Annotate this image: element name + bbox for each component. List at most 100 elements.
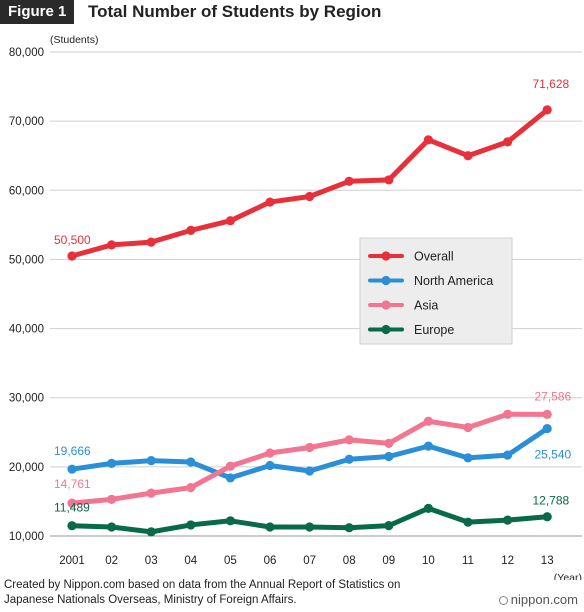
y-axis-label: (Students) [50, 34, 98, 46]
x-tick-label: 2001 [59, 555, 85, 567]
data-point [67, 251, 77, 261]
legend-swatch-dot [381, 324, 391, 335]
x-tick-label: 11 [462, 555, 474, 567]
data-point [463, 453, 473, 463]
x-tick-label: 13 [541, 555, 554, 567]
data-label: 19,666 [54, 444, 91, 458]
y-tick-label: 20,000 [9, 462, 44, 474]
data-label: 50,500 [54, 233, 91, 247]
y-tick-label: 30,000 [9, 393, 44, 405]
data-label: 12,788 [532, 494, 569, 508]
data-point [67, 498, 77, 508]
source-note: Created by Nippon.com based on data from… [4, 578, 400, 608]
data-point [344, 435, 354, 445]
data-point [305, 522, 315, 532]
brand-text: nippon.com [510, 592, 578, 607]
legend-swatch-dot [381, 251, 391, 261]
data-label: 11,489 [54, 501, 90, 515]
data-point [344, 523, 354, 533]
y-tick-label: 70,000 [9, 116, 44, 128]
data-point [384, 438, 394, 448]
data-point [344, 176, 354, 186]
data-point [344, 454, 354, 464]
x-tick-label: 07 [303, 555, 316, 567]
brand-logo: nippon.com [498, 592, 578, 607]
y-tick-label: 10,000 [9, 531, 44, 543]
y-tick-label: 80,000 [9, 47, 44, 59]
data-point [423, 416, 433, 426]
data-point [542, 105, 552, 115]
figure-header: Figure 1 Total Number of Students by Reg… [0, 0, 584, 26]
data-point [503, 450, 513, 460]
data-point [265, 522, 275, 532]
legend-label: Asia [414, 299, 438, 313]
data-point [463, 151, 473, 161]
data-point [107, 494, 117, 504]
data-point [225, 473, 235, 483]
x-tick-label: 09 [382, 555, 395, 567]
series-line [69, 107, 550, 259]
data-point [503, 409, 513, 419]
data-point [463, 517, 473, 527]
data-point [423, 135, 433, 145]
x-tick-label: 02 [105, 555, 118, 567]
source-line-1: Created by Nippon.com based on data from… [4, 579, 401, 591]
x-tick-label: 04 [184, 555, 197, 567]
data-label: 14,761 [54, 477, 91, 491]
data-point [463, 422, 473, 433]
data-point [305, 191, 315, 202]
data-point [542, 512, 552, 522]
data-point [384, 451, 394, 462]
legend-label: Europe [414, 323, 454, 337]
data-point [265, 448, 275, 458]
data-point [107, 522, 117, 532]
data-point [542, 423, 552, 434]
y-tick-label: 40,000 [9, 324, 44, 336]
x-axis-label: (Year) [554, 572, 582, 580]
data-point [67, 464, 77, 474]
legend-label: Overall [414, 250, 454, 264]
data-point [186, 225, 196, 235]
data-point [146, 456, 156, 466]
data-label: 25,540 [534, 448, 571, 462]
figure-badge: Figure 1 [0, 0, 75, 24]
data-labels: 50,500 71,628 19,666 25,540 14,761 27,586 11,4… [54, 77, 572, 515]
x-tick-label: 05 [224, 555, 237, 567]
data-point [67, 521, 77, 531]
data-point [225, 216, 235, 226]
series-group [67, 105, 552, 537]
data-point [186, 520, 196, 530]
data-label: 27,586 [534, 389, 571, 403]
data-point [503, 137, 513, 147]
data-point [305, 466, 315, 476]
data-point [107, 240, 117, 250]
data-point [186, 457, 196, 467]
chart-title: Total Number of Students by Region [88, 2, 382, 21]
data-point [305, 442, 315, 453]
data-point [225, 461, 235, 471]
data-point [107, 458, 117, 468]
data-point [265, 460, 275, 471]
legend: Overall North America Asia Europe [359, 237, 513, 345]
data-label: 71,628 [532, 77, 569, 91]
data-point [384, 521, 394, 531]
data-point [423, 441, 433, 451]
data-point [146, 527, 156, 537]
source-line-2: Japanese Nationals Overseas, Ministry of… [4, 594, 297, 606]
data-point [265, 197, 275, 207]
legend-swatch-dot [381, 300, 391, 310]
data-point [146, 237, 156, 247]
data-point [423, 503, 433, 513]
data-point [186, 483, 196, 493]
brand-dot-icon [498, 596, 508, 605]
legend-label: North America [414, 274, 493, 288]
y-axis-ticks: 10,000 20,000 30,000 40,000 50,000 60,000 70,0… [9, 47, 44, 543]
data-point [503, 515, 513, 525]
y-tick-label: 50,000 [9, 254, 44, 266]
data-point [225, 516, 235, 526]
x-tick-label: 06 [264, 555, 277, 567]
x-axis-ticks: 2001 02 03 04 05 06 07 08 09 10 11 12 13 [59, 555, 553, 567]
data-point [146, 488, 156, 498]
x-tick-label: 12 [501, 555, 514, 567]
legend-swatch-dot [381, 275, 391, 286]
